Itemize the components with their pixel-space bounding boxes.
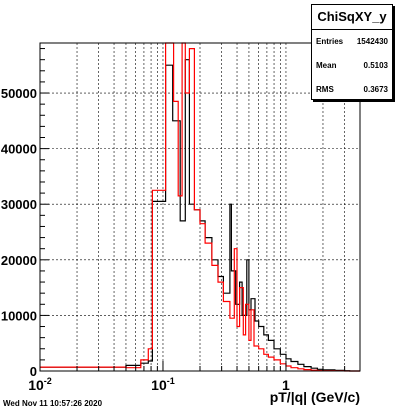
y-tick-label: 20000 <box>1 253 37 268</box>
x-tick-label: 1 <box>282 377 290 393</box>
stats-row-entries: Entries 1542430 <box>312 30 392 54</box>
stats-box: ChiSqXY_y Entries 1542430 Mean 0.5103 RM… <box>311 4 393 100</box>
x-axis-title: pT/|q| (GeV/c) <box>269 389 360 405</box>
y-tick-label: 50000 <box>1 86 37 101</box>
stats-row-mean: Mean 0.5103 <box>312 54 392 78</box>
y-tick-label: 0 <box>30 364 37 379</box>
stats-label: Mean <box>316 61 337 70</box>
stats-value: 0.5103 <box>363 61 388 70</box>
histogram-line <box>40 59 360 372</box>
stats-value: 1542430 <box>356 37 388 46</box>
x-tick-label: 10-2 <box>28 376 52 393</box>
stats-label: RMS <box>316 85 334 94</box>
stats-row-rms: RMS 0.3673 <box>312 78 392 102</box>
stats-title: ChiSqXY_y <box>312 5 392 30</box>
histogram-series <box>40 42 360 372</box>
footer-date: Wed Nov 11 10:57:26 2020 <box>3 399 103 408</box>
axes: 0 10000 20000 30000 40000 50000 10-2 10-1 1 <box>1 48 361 393</box>
stats-label: Entries <box>316 37 344 46</box>
y-tick-label: 30000 <box>1 197 37 212</box>
x-tick-label: 10-1 <box>151 376 175 393</box>
histogram-line <box>40 42 360 372</box>
stats-value: 0.3673 <box>363 85 388 94</box>
y-tick-label: 40000 <box>1 142 37 157</box>
y-tick-label: 10000 <box>1 308 37 323</box>
